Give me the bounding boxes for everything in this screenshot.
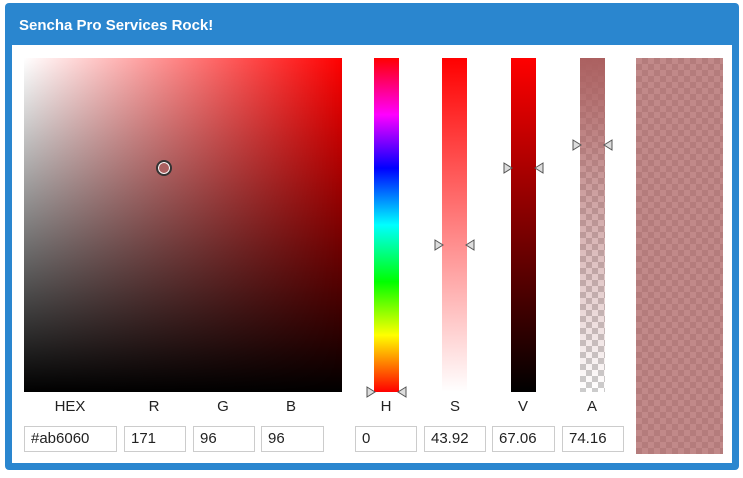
v-input[interactable]: 67.06 — [492, 426, 555, 452]
field-label: S — [449, 398, 461, 415]
field-label: G — [217, 398, 229, 415]
value-slider[interactable] — [511, 58, 536, 392]
saturation-slider[interactable] — [442, 58, 467, 392]
hex-input[interactable]: #ab6060 — [24, 426, 117, 452]
field-label: A — [586, 398, 598, 415]
s-input[interactable]: 43.92 — [424, 426, 486, 452]
field-label: V — [517, 398, 529, 415]
color-area[interactable] — [24, 58, 342, 392]
color-preview — [636, 58, 723, 454]
r-input[interactable]: 171 — [124, 426, 186, 452]
field-label: B — [285, 398, 297, 415]
b-input[interactable]: 96 — [261, 426, 324, 452]
a-input[interactable]: 74.16 — [562, 426, 624, 452]
field-label: R — [148, 398, 160, 415]
h-input[interactable]: 0 — [355, 426, 417, 452]
hue-handle[interactable] — [366, 386, 407, 398]
hue-slider[interactable] — [374, 58, 399, 392]
value-handle[interactable] — [503, 162, 544, 174]
saturation-handle[interactable] — [434, 239, 475, 251]
field-label: H — [380, 398, 392, 415]
g-input[interactable]: 96 — [193, 426, 255, 452]
window-title: Sencha Pro Services Rock! — [19, 17, 214, 34]
alpha-handle[interactable] — [572, 139, 613, 151]
alpha-slider[interactable] — [580, 58, 605, 392]
color-marker[interactable] — [156, 160, 172, 176]
field-label: HEX — [54, 398, 86, 415]
